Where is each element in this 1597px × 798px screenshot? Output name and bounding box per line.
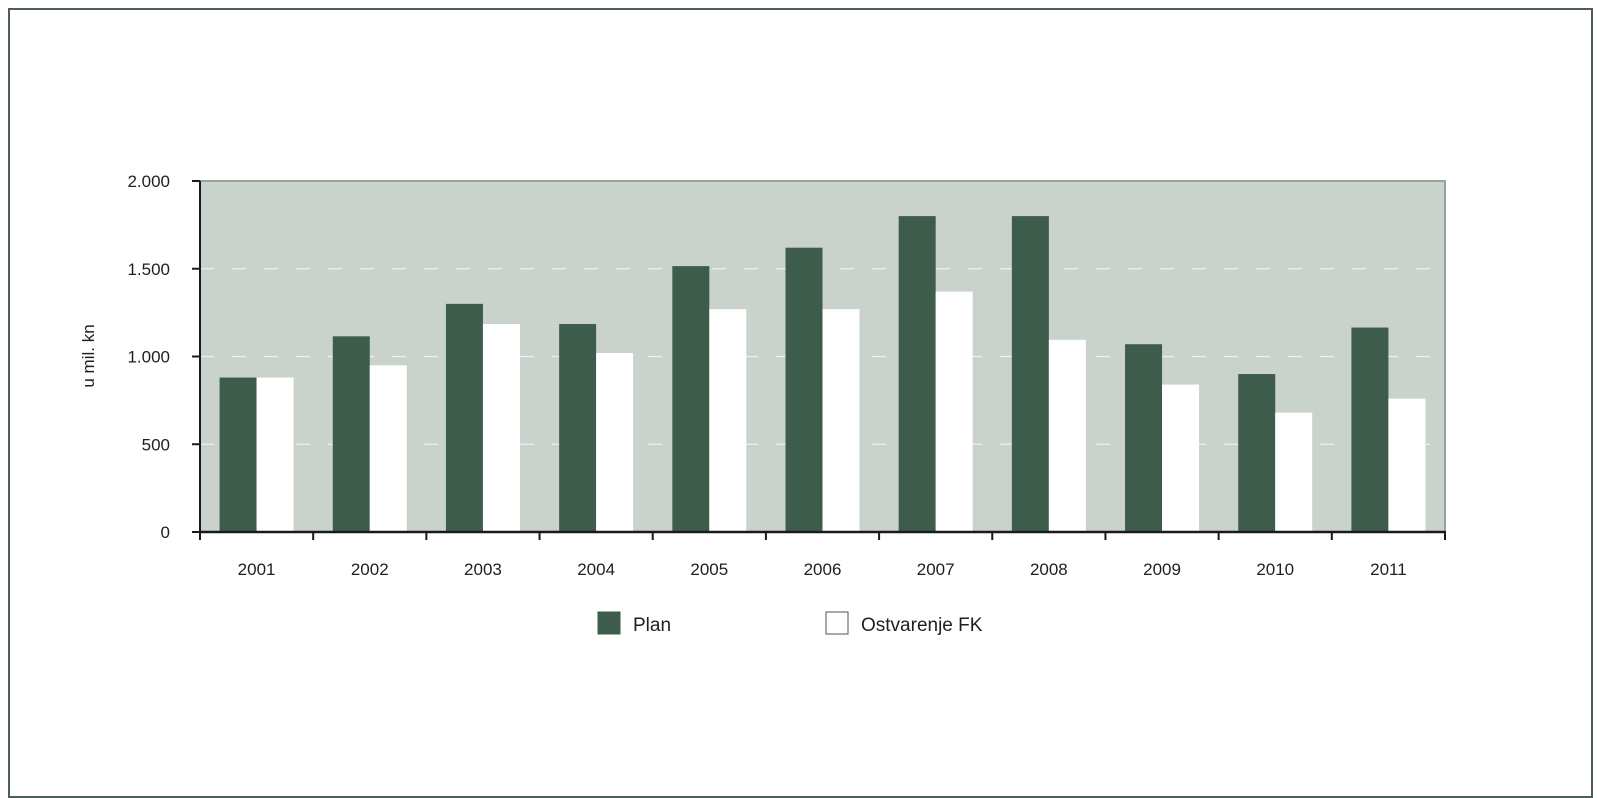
- bar-plan-2006: [785, 247, 823, 532]
- bar-plan-2001: [219, 377, 257, 532]
- y-tick-label: 1.000: [127, 348, 170, 367]
- legend: Plan Ostvarenje FK: [597, 611, 983, 636]
- y-tick-label: 2.000: [127, 172, 170, 191]
- bar-ostvarenje-2008: [1048, 339, 1086, 532]
- bar-ostvarenje-2010: [1275, 412, 1313, 532]
- bar-chart: 0 500 1.000 1.500 2.000 2001 2002 2003 2004 2005…: [79, 172, 1446, 636]
- x-tick-label: 2004: [577, 560, 615, 579]
- legend-label-ostvarenje: Ostvarenje FK: [861, 615, 983, 636]
- bar-plan-2007: [898, 216, 936, 532]
- bar-plan-2009: [1125, 344, 1163, 532]
- bar-ostvarenje-2007: [935, 291, 973, 532]
- x-tick-label: 2006: [804, 560, 842, 579]
- bars: [219, 216, 1426, 532]
- bar-ostvarenje-2011: [1388, 398, 1426, 532]
- y-tick-label: 500: [142, 435, 170, 454]
- bar-plan-2011: [1351, 327, 1389, 532]
- x-tick-label: 2003: [464, 560, 502, 579]
- x-tick-label: 2011: [1370, 560, 1407, 579]
- x-tick-label: 2009: [1143, 560, 1181, 579]
- legend-swatch-ostvarenje: [825, 611, 849, 635]
- axes: [192, 180, 1446, 540]
- bar-ostvarenje-2004: [596, 352, 634, 532]
- x-tick-label: 2001: [238, 560, 276, 579]
- gridlines: [200, 268, 1445, 445]
- legend-label-plan: Plan: [633, 615, 671, 636]
- bar-ostvarenje-2005: [709, 309, 747, 532]
- x-tick-label: 2008: [1030, 560, 1068, 579]
- bar-ostvarenje-2003: [482, 324, 520, 532]
- bar-plan-2002: [332, 336, 370, 532]
- bar-plan-2004: [559, 324, 597, 532]
- x-tick-label: 2010: [1256, 560, 1294, 579]
- bar-plan-2005: [672, 266, 710, 532]
- bar-ostvarenje-2001: [256, 377, 294, 532]
- bar-ostvarenje-2006: [822, 309, 860, 532]
- bar-plan-2003: [445, 303, 483, 532]
- y-tick-label: 0: [161, 523, 170, 542]
- x-tick-labels: 2001 2002 2003 2004 2005 2006 2007 2008 2009 2010…: [238, 560, 1407, 579]
- x-tick-label: 2005: [690, 560, 728, 579]
- bar-plan-2008: [1011, 216, 1049, 532]
- legend-swatch-plan: [597, 611, 621, 635]
- y-axis-title: u mil. kn: [79, 324, 98, 387]
- x-tick-label: 2002: [351, 560, 389, 579]
- y-tick-labels: 0 500 1.000 1.500 2.000: [127, 172, 170, 542]
- x-tick-label: 2007: [917, 560, 955, 579]
- bar-ostvarenje-2009: [1162, 384, 1200, 532]
- y-tick-label: 1.500: [127, 260, 170, 279]
- bar-plan-2010: [1238, 374, 1276, 532]
- bar-ostvarenje-2002: [369, 365, 407, 532]
